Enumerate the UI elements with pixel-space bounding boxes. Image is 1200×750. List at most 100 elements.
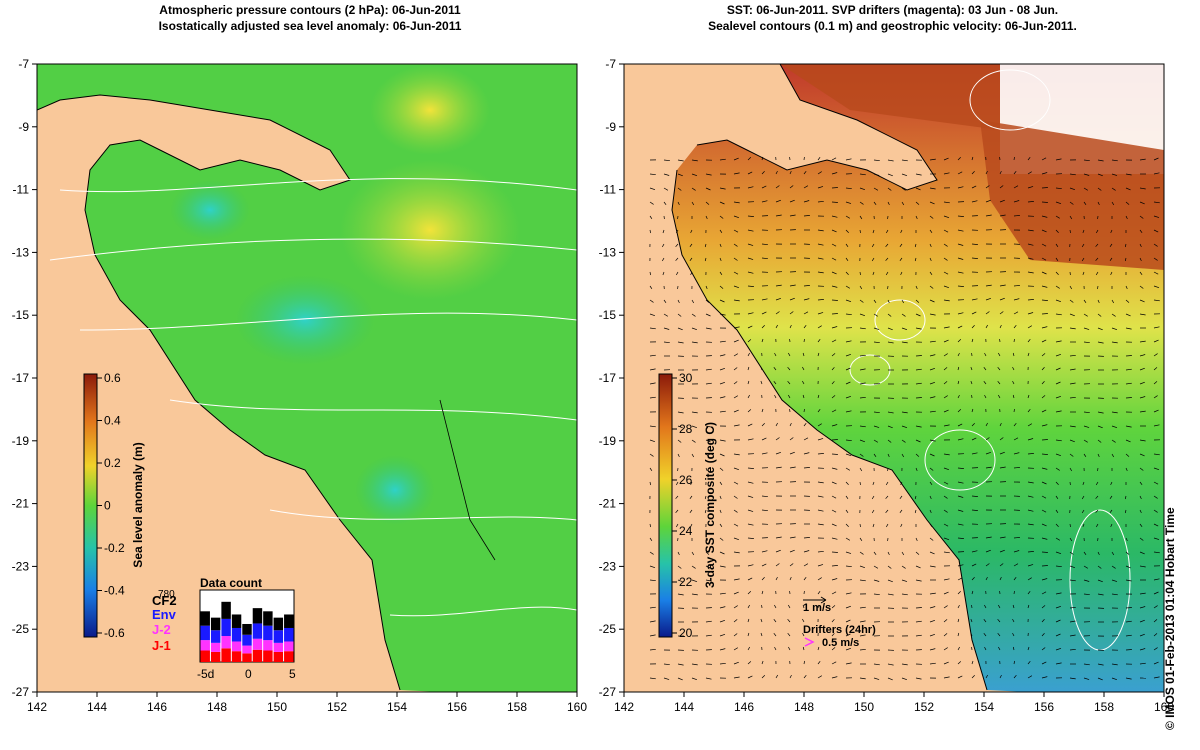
velocity-vector	[915, 551, 920, 555]
velocity-vector	[1012, 618, 1015, 623]
velocity-vector	[705, 285, 708, 290]
velocity-vector	[831, 395, 836, 399]
velocity-vector	[803, 422, 807, 427]
velocity-vector	[971, 452, 978, 455]
velocity-vector	[1041, 299, 1048, 301]
left-low-anomaly-patch-west	[170, 180, 250, 240]
velocity-vector	[690, 523, 693, 528]
velocity-vector	[1110, 481, 1113, 486]
velocity-vector	[803, 408, 805, 413]
velocity-vector	[747, 537, 754, 539]
velocity-vector	[1111, 593, 1118, 596]
velocity-vector	[747, 394, 750, 399]
velocity-vector	[943, 172, 950, 175]
velocity-vector	[1027, 564, 1034, 567]
velocity-vector	[719, 648, 726, 651]
velocity-vector	[1055, 633, 1061, 637]
velocity-vector	[1109, 495, 1113, 500]
velocity-vector	[929, 229, 933, 234]
velocity-vector	[761, 590, 764, 595]
velocity-vector	[1041, 157, 1047, 161]
velocity-vector	[957, 257, 964, 260]
velocity-vector	[985, 422, 988, 427]
velocity-vector	[1055, 647, 1062, 651]
velocity-vector	[845, 299, 852, 303]
velocity-vector	[1111, 551, 1115, 556]
velocity-vector	[1069, 579, 1076, 582]
velocity-vector	[831, 467, 838, 470]
velocity-vector	[817, 423, 822, 427]
velocity-vector	[873, 551, 877, 556]
velocity-vector	[957, 229, 964, 232]
velocity-vector	[677, 593, 684, 596]
pressure-contour	[79, 312, 577, 331]
velocity-vector	[1097, 663, 1104, 666]
x-tick-label: 152	[914, 700, 934, 714]
velocity-vector	[1097, 159, 1104, 162]
velocity-vector	[1139, 633, 1145, 637]
velocity-vector	[1012, 366, 1015, 371]
velocity-vector	[802, 352, 805, 357]
velocity-vector	[677, 439, 682, 443]
velocity-vector	[985, 297, 992, 301]
velocity-vector	[803, 200, 810, 203]
velocity-vector	[985, 451, 992, 455]
velocity-vector	[1153, 467, 1160, 471]
velocity-vector	[1124, 243, 1127, 248]
velocity-vector	[747, 495, 754, 498]
velocity-vector	[649, 551, 654, 555]
data-count-bar-segment	[273, 630, 284, 643]
velocity-vector	[1055, 551, 1062, 555]
velocity-vector	[915, 187, 921, 191]
velocity-vector	[943, 591, 949, 595]
y-tick-label: -17	[599, 371, 617, 385]
velocity-vector	[983, 618, 987, 623]
velocity-vector	[649, 313, 656, 317]
velocity-vector	[1069, 382, 1076, 385]
velocity-vector	[774, 646, 777, 651]
velocity-vector	[999, 422, 1002, 427]
data-count-bar-segment	[210, 651, 221, 662]
velocity-vector	[887, 565, 892, 569]
velocity-vector	[817, 325, 822, 329]
data-count-bar-segment	[210, 617, 221, 631]
velocity-vector	[831, 453, 838, 455]
velocity-vector	[887, 299, 890, 304]
velocity-vector	[957, 215, 964, 217]
velocity-vector	[1027, 495, 1034, 498]
velocity-vector	[691, 187, 696, 191]
velocity-vector	[1125, 453, 1130, 457]
velocity-vector	[677, 187, 682, 191]
velocity-vector	[1013, 452, 1020, 455]
velocity-vector	[914, 495, 917, 500]
velocity-vector	[747, 366, 750, 371]
velocity-vector	[831, 353, 836, 357]
velocity-vector	[649, 453, 654, 457]
velocity-vector	[929, 523, 933, 528]
drifters-label: Drifters (24hr)	[803, 624, 876, 636]
velocity-vector	[817, 299, 824, 301]
velocity-vector	[1027, 481, 1034, 484]
velocity-vector	[859, 620, 866, 623]
velocity-vector	[1125, 677, 1132, 680]
velocity-vector	[761, 660, 764, 665]
velocity-vector	[760, 618, 763, 623]
left-low-anomaly-patch-south	[355, 455, 435, 525]
velocity-vector	[1055, 619, 1061, 623]
velocity-vector	[1041, 229, 1047, 233]
data-count-bar-segment	[231, 641, 242, 652]
velocity-vector	[971, 590, 974, 595]
velocity-vector	[719, 187, 726, 190]
velocity-vector	[733, 551, 740, 554]
velocity-vector	[761, 550, 768, 553]
velocity-vector	[1153, 381, 1158, 385]
velocity-vector	[803, 537, 810, 539]
warm-water-patch	[980, 120, 1164, 270]
data-count-xtick-end: 5	[289, 667, 296, 681]
velocity-vector	[719, 396, 726, 399]
velocity-vector	[971, 298, 978, 301]
velocity-vector	[689, 509, 693, 514]
velocity-vector	[985, 170, 988, 175]
velocity-vector	[1041, 453, 1048, 455]
